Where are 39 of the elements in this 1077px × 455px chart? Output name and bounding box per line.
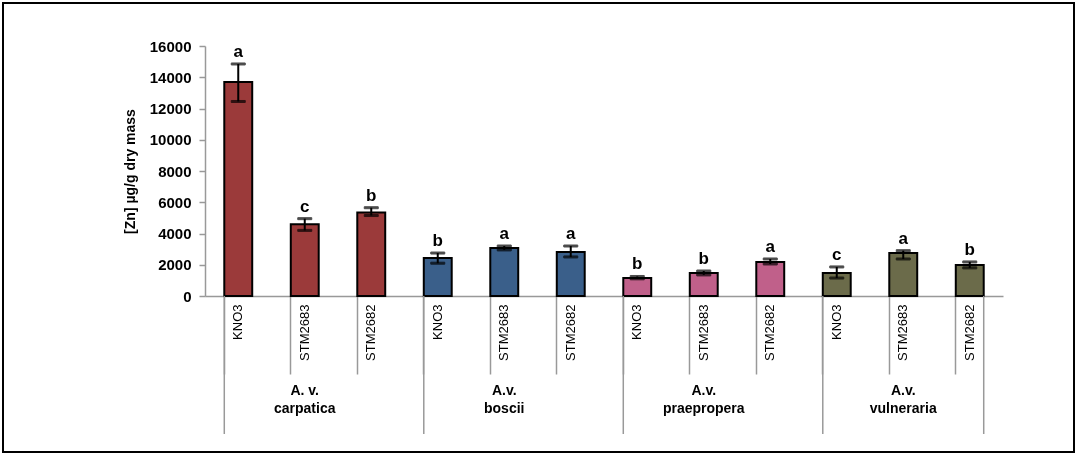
y-tick-label: 16000 — [149, 37, 192, 55]
bar — [622, 277, 653, 297]
data-label: a — [898, 228, 909, 248]
data-label: b — [632, 254, 643, 274]
data-label: b — [698, 249, 709, 268]
data-label: a — [499, 224, 510, 243]
x-tick-label: KNO3 — [828, 304, 844, 340]
text: A. v. carpatica — [274, 382, 336, 416]
y-tick-label: 4000 — [158, 225, 192, 242]
data-label: b — [366, 185, 377, 205]
y-tick-label: 14000 — [149, 68, 192, 86]
text: A.v. praepropera — [662, 382, 745, 416]
data-label: b — [432, 231, 443, 251]
data-label: c — [300, 196, 310, 216]
y-tick-label: 6000 — [158, 193, 192, 211]
data-label: a — [566, 224, 577, 243]
y-tick-label: 2000 — [158, 256, 192, 274]
x-tick-label: STM2682 — [363, 304, 379, 361]
x-tick-label: STM2683 — [695, 304, 711, 361]
data-label: a — [765, 236, 776, 256]
x-tick-label: STM2682 — [762, 304, 778, 361]
x-tick-label: STM2683 — [496, 304, 512, 361]
data-label: b — [964, 239, 975, 259]
text: A.v. boscii — [484, 382, 525, 416]
data-label: c — [832, 244, 842, 264]
x-tick-label: KNO3 — [230, 304, 246, 340]
x-tick-label: STM2682 — [562, 304, 578, 361]
data-label: a — [233, 41, 244, 61]
text: A.v. vulneraria — [869, 382, 937, 416]
y-tick-label: 8000 — [158, 162, 192, 180]
y-axis-title: [Zn] µg/g dry mass — [121, 108, 138, 234]
x-tick-label: STM2683 — [296, 304, 312, 361]
x-tick-label: KNO3 — [629, 304, 645, 340]
y-tick-label: 12000 — [149, 100, 192, 117]
x-tick-label: STM2683 — [895, 304, 911, 361]
x-tick-label: KNO3 — [429, 304, 445, 340]
x-tick-label: STM2682 — [961, 304, 977, 361]
y-tick-label: 10000 — [149, 131, 192, 149]
y-tick-label: 0 — [183, 287, 192, 305]
